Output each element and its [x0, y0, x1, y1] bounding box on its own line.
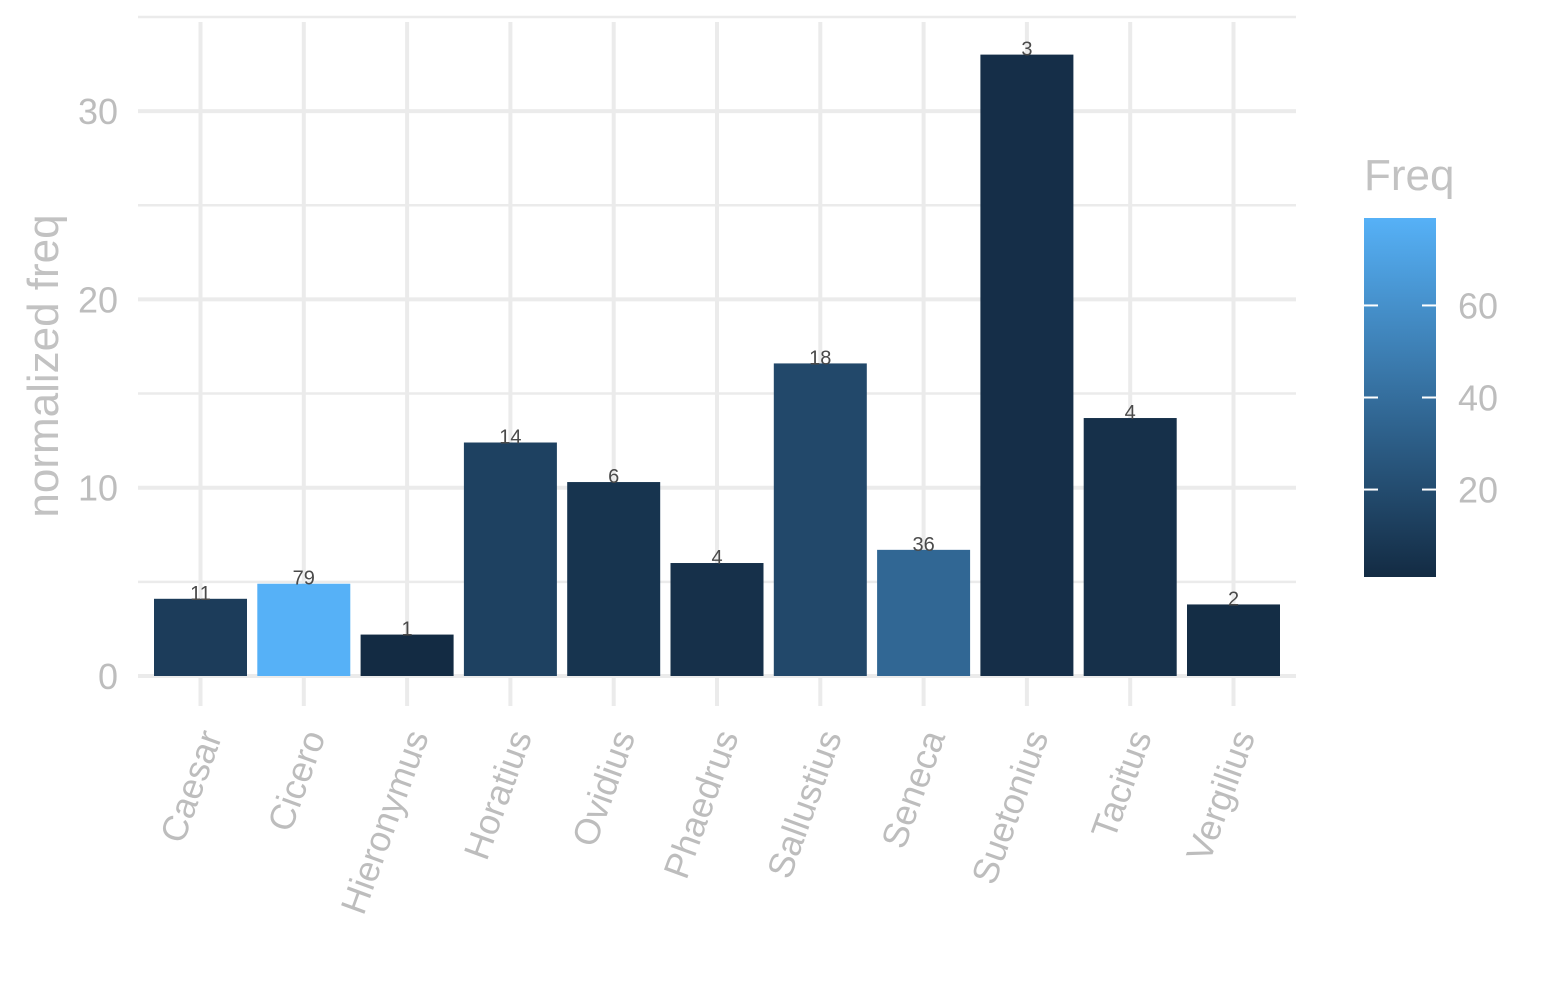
x-tick-label: Seneca [873, 724, 954, 854]
y-tick-label: 20 [78, 279, 118, 320]
bar-value-label: 2 [1228, 588, 1239, 610]
bar-labels: 11 79 1 14 6 4 18 36 3 4 2 [190, 39, 1239, 641]
x-tick-label: Sallustius [759, 725, 850, 884]
bar-value-label: 14 [499, 427, 521, 449]
x-tick-label: Horatius [456, 725, 540, 865]
bar-ovidius [567, 482, 661, 676]
bar-suetonius [980, 54, 1074, 677]
bar-tacitus [1083, 418, 1177, 676]
x-tick-label: Vergilius [1178, 725, 1263, 867]
y-axis-title: normalized freq [19, 214, 68, 517]
x-tick-label: Suetonius [963, 725, 1056, 889]
legend-title: Freq [1364, 151, 1454, 200]
bar-vergilius [1187, 604, 1280, 676]
bar-value-label: 4 [711, 547, 722, 569]
bar-horatius [463, 442, 557, 676]
legend: Freq 20 40 60 [1364, 151, 1498, 577]
bar-value-label: 36 [912, 534, 934, 556]
x-tick-label: Ovidius [564, 725, 644, 852]
bar-sallustius [773, 363, 867, 676]
x-tick-label: Tacitus [1083, 725, 1160, 844]
x-tick-label: Cicero [259, 725, 333, 837]
y-tick-label: 0 [98, 656, 118, 697]
bar-value-label: 6 [608, 466, 619, 488]
x-tick-label: Phaedrus [655, 725, 746, 884]
bar-value-label: 1 [402, 619, 413, 641]
legend-tick-label: 40 [1458, 378, 1498, 419]
y-tick-label: 30 [78, 91, 118, 132]
bar-caesar [154, 598, 247, 676]
bar-value-label: 4 [1125, 402, 1136, 424]
bar-phaedrus [670, 563, 764, 676]
legend-tick-label: 60 [1458, 285, 1498, 326]
bar-cicero [257, 583, 351, 676]
bar-value-label: 18 [809, 347, 831, 369]
bar-value-label: 79 [293, 568, 315, 590]
bar-hieronymus [360, 634, 454, 676]
bar-value-label: 11 [190, 583, 211, 605]
legend-tick-label: 20 [1458, 470, 1498, 511]
y-tick-label: 10 [78, 468, 118, 509]
bar-seneca [877, 549, 971, 676]
bars [154, 54, 1280, 677]
bar-value-label: 3 [1021, 39, 1032, 61]
x-tick-label: Caesar [152, 725, 230, 848]
x-tick-label: Hieronymus [332, 725, 436, 920]
